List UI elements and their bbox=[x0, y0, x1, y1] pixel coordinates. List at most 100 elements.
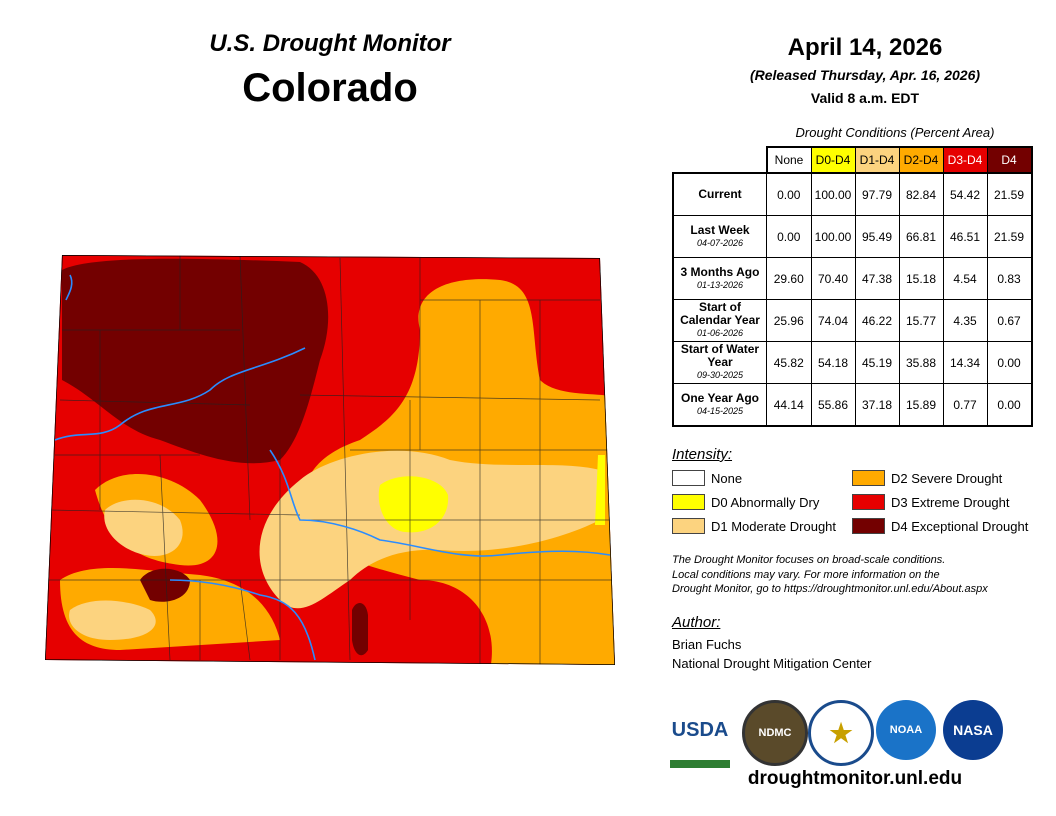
note-line: Local conditions may vary. For more info… bbox=[672, 568, 940, 581]
row-date: 04-15-2025 bbox=[696, 405, 744, 416]
legend-label: D4 Exceptional Drought bbox=[891, 518, 1029, 534]
table-cell: 66.81 bbox=[898, 215, 944, 258]
col-d1-d4: D1-D4 bbox=[854, 146, 900, 174]
drought-conditions-table: None D0-D4 D1-D4 D2-D4 D3-D4 D4 Current 0… bbox=[672, 146, 1033, 427]
col-d2-d4: D2-D4 bbox=[898, 146, 944, 174]
table-cell: 100.00 bbox=[810, 215, 856, 258]
table-cell: 44.14 bbox=[766, 383, 812, 427]
legend-label: D0 Abnormally Dry bbox=[711, 494, 820, 510]
table-row: Last Week 04-07-2026 0.00 100.00 95.49 66.81 4… bbox=[672, 215, 1033, 258]
note-line: The Drought Monitor focuses on broad-sca… bbox=[672, 554, 946, 566]
author-title: Author: bbox=[672, 614, 721, 631]
row-label-text: Last Week bbox=[690, 222, 750, 237]
table-cell: 54.42 bbox=[942, 172, 988, 216]
table-cell: 4.35 bbox=[942, 299, 988, 342]
table-cell: 0.83 bbox=[986, 257, 1033, 300]
legend-item: D4 Exceptional Drought bbox=[852, 518, 1028, 534]
table-cell: 21.59 bbox=[986, 215, 1033, 258]
table-row: 3 Months Ago 01-13-2026 29.60 70.40 47.38 15.… bbox=[672, 257, 1033, 300]
d4-region-south bbox=[352, 603, 368, 656]
legend-item: D3 Extreme Drought bbox=[852, 494, 1010, 510]
ndmc-logo: NDMC bbox=[742, 700, 808, 766]
row-label: Last Week 04-07-2026 bbox=[672, 215, 767, 258]
table-cell: 15.18 bbox=[898, 257, 944, 300]
table-cell: 54.18 bbox=[810, 341, 856, 384]
county-lines bbox=[48, 255, 615, 665]
row-label-text: Current bbox=[698, 187, 742, 201]
table-cell: 0.00 bbox=[986, 341, 1033, 384]
colorado-drought-map bbox=[45, 255, 615, 665]
table-cell: 0.67 bbox=[986, 299, 1033, 342]
row-label: Start of Calendar Year 01-06-2026 bbox=[672, 299, 767, 342]
legend-item: D2 Severe Drought bbox=[852, 470, 1002, 486]
row-label-text: Start of Calendar Year bbox=[680, 300, 760, 327]
disclaimer-note: The Drought Monitor focuses on broad-sca… bbox=[672, 553, 988, 597]
table-cell: 0.00 bbox=[766, 215, 812, 258]
table-row: Start of Calendar Year 01-06-2026 25.96 74.… bbox=[672, 299, 1033, 342]
author-org: National Drought Mitigation Center bbox=[672, 656, 872, 671]
table-cell: 0.77 bbox=[942, 383, 988, 427]
row-date: 09-30-2025 bbox=[696, 370, 744, 380]
row-label: Start of Water Year 09-30-2025 bbox=[672, 341, 767, 384]
legend-label: None bbox=[711, 470, 743, 486]
table-cell: 0.00 bbox=[766, 172, 812, 216]
table-cell: 14.34 bbox=[942, 341, 988, 384]
legend-swatch bbox=[852, 494, 885, 510]
col-d3-d4: D3-D4 bbox=[942, 146, 988, 174]
row-label: 3 Months Ago 01-13-2026 bbox=[672, 257, 767, 300]
legend-swatch bbox=[672, 470, 705, 486]
table-cell: 47.38 bbox=[854, 257, 900, 300]
table-row: Start of Water Year 09-30-2025 45.82 54.18 4… bbox=[672, 341, 1033, 384]
col-none: None bbox=[765, 146, 812, 174]
table-cell: 15.77 bbox=[898, 299, 944, 342]
release-date: (Released Thursday, Apr. 16, 2026) bbox=[749, 67, 981, 83]
table-cell: 21.59 bbox=[986, 172, 1033, 216]
d1-region-south bbox=[69, 600, 156, 640]
row-date: 04-07-2026 bbox=[696, 237, 744, 248]
table-cell: 46.51 bbox=[942, 215, 988, 258]
legend-item: D1 Moderate Drought bbox=[672, 518, 836, 534]
table-cell: 25.96 bbox=[766, 299, 812, 342]
legend-label: D3 Extreme Drought bbox=[891, 494, 1010, 510]
d1-region bbox=[259, 450, 600, 609]
map-date: April 14, 2026 bbox=[787, 34, 943, 61]
commerce-seal-logo: ★ bbox=[808, 700, 874, 766]
row-label-text: 3 Months Ago bbox=[680, 264, 760, 279]
table-cell: 70.40 bbox=[810, 257, 856, 300]
table-caption: Drought Conditions (Percent Area) bbox=[795, 125, 995, 140]
table-row: Current 0.00 100.00 97.79 82.84 54.42 21.59 bbox=[672, 172, 1033, 216]
table-cell: 100.00 bbox=[810, 172, 856, 216]
map-title: U.S. Drought Monitor bbox=[209, 30, 451, 57]
d0-region bbox=[378, 476, 449, 533]
legend-swatch bbox=[852, 470, 885, 486]
col-d4: D4 bbox=[986, 146, 1033, 174]
legend-swatch bbox=[852, 518, 885, 534]
table-cell: 97.79 bbox=[854, 172, 900, 216]
row-label-text: One Year Ago bbox=[680, 390, 760, 405]
nasa-logo: NASA bbox=[943, 700, 1003, 760]
d4-region-northwest bbox=[62, 258, 329, 464]
state-name: Colorado bbox=[242, 66, 418, 110]
legend-title: Intensity: bbox=[672, 446, 733, 463]
table-cell: 74.04 bbox=[810, 299, 856, 342]
table-cell: 95.49 bbox=[854, 215, 900, 258]
row-date: 01-13-2026 bbox=[696, 279, 744, 290]
legend-label: D1 Moderate Drought bbox=[711, 518, 837, 534]
row-date: 01-06-2026 bbox=[696, 328, 744, 338]
legend-label: D2 Severe Drought bbox=[891, 470, 1003, 486]
table-cell: 37.18 bbox=[854, 383, 900, 427]
table-row: One Year Ago 04-15-2025 44.14 55.86 37.18 15.… bbox=[672, 383, 1033, 427]
table-cell: 4.54 bbox=[942, 257, 988, 300]
table-cell: 15.89 bbox=[898, 383, 944, 427]
table-corner bbox=[673, 147, 767, 174]
website-url[interactable]: droughtmonitor.unl.edu bbox=[747, 768, 963, 789]
note-line: Drought Monitor, go to https://droughtmo… bbox=[672, 583, 988, 595]
legend-swatch bbox=[672, 494, 705, 510]
legend-item: None bbox=[672, 470, 742, 486]
noaa-logo: NOAA bbox=[876, 700, 936, 760]
row-label-text: Start of Water Year bbox=[680, 342, 760, 369]
table-header-row: None D0-D4 D1-D4 D2-D4 D3-D4 D4 bbox=[673, 146, 1033, 174]
table-cell: 45.82 bbox=[766, 341, 812, 384]
table-cell: 46.22 bbox=[854, 299, 900, 342]
